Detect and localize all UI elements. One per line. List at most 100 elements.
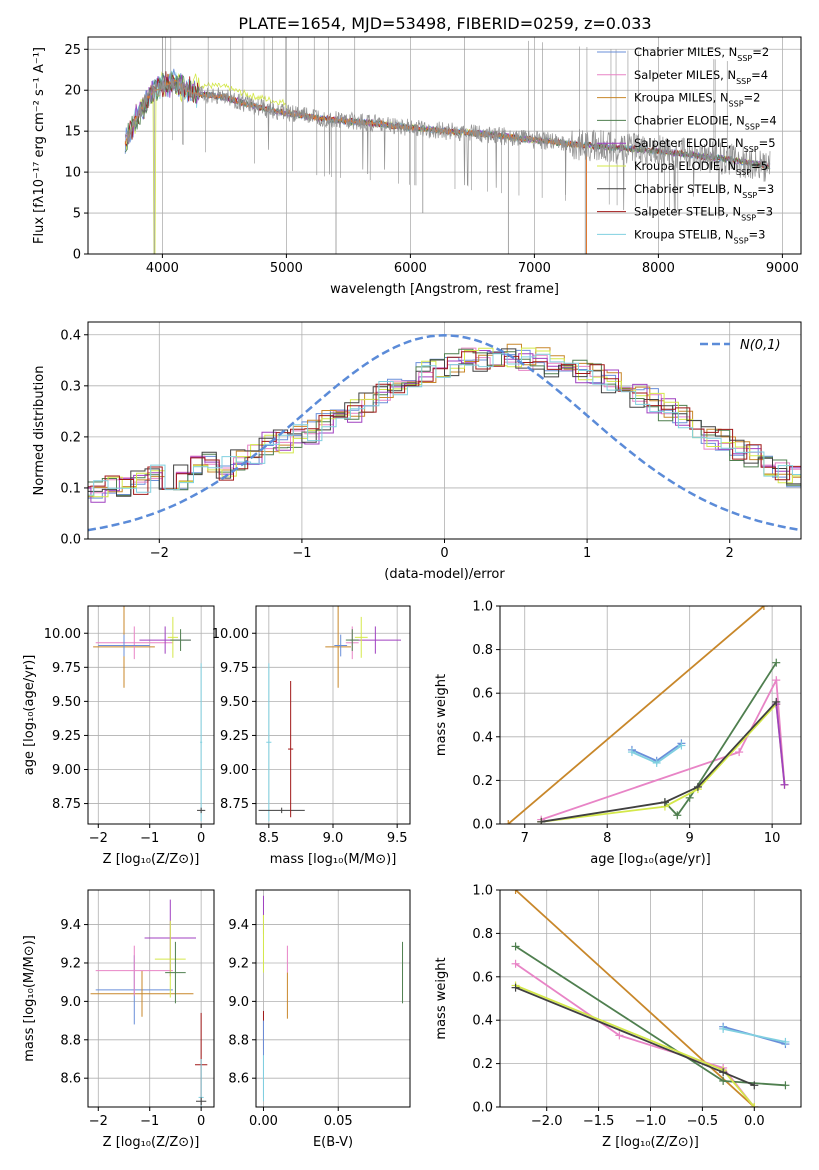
y-tick-label: 9.50 [220, 695, 249, 710]
legend-entry: N(0,1) [740, 338, 781, 353]
y-tick-label: 10 [64, 166, 81, 181]
x-tick-label: 9 [686, 831, 694, 846]
y-tick-label: 8.75 [52, 797, 81, 812]
y-tick-label: 15 [64, 125, 81, 140]
x-tick-label: 5000 [270, 261, 303, 276]
x-tick-label: −1 [140, 831, 159, 846]
x-axis-label: wavelength [Angstrom, rest frame] [330, 282, 559, 297]
y-tick-label: 1.0 [472, 600, 493, 615]
y-tick-label: 10.00 [212, 627, 249, 642]
legend-entry: Chabrier MILES, NSSP=2 [634, 45, 769, 63]
x-tick-label: −1.5 [583, 1114, 615, 1129]
x-tick-label: 0.00 [249, 1114, 278, 1129]
y-tick-label: 0.1 [60, 481, 81, 496]
y-tick-label: 9.75 [220, 661, 249, 676]
x-axis-label: mass [log₁₀(M/M⊙)] [270, 852, 397, 867]
panel-age-vs-Z: −2 −1 0 8.75 9.00 9.25 9.50 9.75 10.00 Z [log₁₀(Z… [22, 605, 215, 867]
x-tick-label: 8.5 [258, 831, 279, 846]
x-tick-label: 10 [764, 831, 781, 846]
y-tick-label: 9.0 [228, 995, 249, 1010]
legend-entry: Salpeter MILES, NSSP=4 [634, 68, 768, 86]
errorbar-points [258, 606, 402, 822]
x-axis-label: Z [log₁₀(Z/Z⊙)] [602, 1135, 699, 1150]
x-tick-label: 2 [726, 546, 734, 561]
y-tick-label: 9.75 [52, 661, 81, 676]
x-tick-label: −2 [150, 546, 169, 561]
y-tick-label: 9.2 [60, 956, 81, 971]
observed-spectrum-line [124, 76, 771, 219]
x-axis-label: Z [log₁₀(Z/Z⊙)] [103, 852, 200, 867]
x-axis-label: (data-model)/error [384, 567, 505, 582]
y-tick-label: 9.2 [228, 956, 249, 971]
y-tick-label: 8.6 [228, 1072, 249, 1087]
x-axis-label: age [log₁₀(age/yr)] [590, 852, 711, 867]
panel-mass-vs-EBV: 0.00 0.05 8.6 8.8 9.0 9.2 9.4 E(B-V) [228, 889, 411, 1150]
y-tick-label: 5 [73, 207, 81, 222]
x-tick-label: 0 [197, 831, 205, 846]
y-tick-label: 9.4 [60, 918, 81, 933]
spectrum-curves [124, 37, 771, 254]
axes-frame [255, 605, 411, 825]
x-tick-label: 7 [521, 831, 529, 846]
x-tick-label: −1 [292, 546, 311, 561]
y-axis-label: mass weight [434, 674, 449, 756]
y-tick-label: 0.2 [60, 430, 81, 445]
x-tick-label: 9.5 [387, 831, 408, 846]
histogram-step-line [88, 343, 801, 498]
x-tick-label: 0.0 [744, 1114, 765, 1129]
axes-frame [255, 889, 411, 1108]
y-axis-label: age [log₁₀(age/yr)] [22, 655, 37, 776]
weight-series-line [514, 890, 755, 1107]
y-tick-label: 20 [64, 84, 81, 99]
weight-series-line [507, 606, 765, 824]
y-tick-label: 0.0 [472, 1101, 493, 1116]
x-tick-label: 4000 [146, 261, 179, 276]
y-tick-label: 9.0 [60, 995, 81, 1010]
panel-residual-distribution: −2 −1 0 1 2 0.0 0.1 0.2 0.3 0.4 (data-model)/error… [32, 321, 802, 582]
y-axis-label: mass weight [434, 957, 449, 1039]
x-tick-label: 8000 [642, 261, 675, 276]
axes-frame [87, 36, 802, 255]
weight-lines [504, 606, 789, 824]
x-tick-label: 8 [603, 831, 611, 846]
y-tick-label: 1.0 [472, 884, 493, 899]
legend-entry: Kroupa MILES, NSSP=2 [634, 91, 760, 109]
x-axis-label: E(B-V) [313, 1135, 353, 1150]
axes-frame [87, 889, 215, 1108]
x-tick-label: −1.0 [635, 1114, 667, 1129]
y-tick-label: 0.6 [472, 687, 493, 702]
weight-series-line [541, 701, 777, 823]
weight-lines [511, 890, 790, 1107]
errorbar-points [93, 606, 206, 822]
x-tick-label: −0.5 [687, 1114, 719, 1129]
y-axis-label: Flux [fλ10⁻¹⁷ erg cm⁻² s⁻¹ A⁻¹] [32, 47, 47, 244]
y-tick-label: 0.4 [472, 730, 493, 745]
x-tick-label: −2.0 [531, 1114, 563, 1129]
y-tick-label: 9.25 [220, 729, 249, 744]
y-tick-label: 0.2 [472, 1057, 493, 1072]
kroupa-miles-model-line [124, 78, 587, 254]
x-tick-label: 1 [583, 546, 591, 561]
plot-layer: 4000 5000 6000 7000 8000 90000510152025wavele… [22, 36, 802, 1150]
panel-spectrum: 4000 5000 6000 7000 8000 9000 0 5 10 15 20 25 wavele… [32, 36, 802, 297]
x-tick-label: 9000 [766, 261, 799, 276]
axes-frame [87, 321, 802, 540]
y-tick-label: 9.4 [228, 918, 249, 933]
y-tick-label: 0.8 [472, 643, 493, 658]
x-tick-label: 0 [440, 546, 448, 561]
y-tick-label: 8.8 [228, 1033, 249, 1048]
y-tick-label: 9.25 [52, 729, 81, 744]
legend-entry: Chabrier STELIB, NSSP=3 [634, 182, 774, 200]
legend-entry: Salpeter STELIB, NSSP=3 [634, 205, 773, 223]
normal-distribution-curve [88, 334, 801, 532]
histogram-step-line [88, 351, 801, 495]
y-tick-label: 9.00 [220, 763, 249, 778]
y-axis-label: Normed distribution [32, 366, 47, 496]
axes-frame [87, 605, 215, 825]
y-tick-label: 0.4 [472, 1014, 493, 1029]
legend-entry: Salpeter ELODIE, NSSP=5 [634, 136, 776, 154]
y-tick-label: 8.6 [60, 1072, 81, 1087]
weight-series-line [540, 676, 786, 821]
errorbar-points [90, 899, 208, 1107]
x-tick-label: 0 [197, 1114, 205, 1129]
